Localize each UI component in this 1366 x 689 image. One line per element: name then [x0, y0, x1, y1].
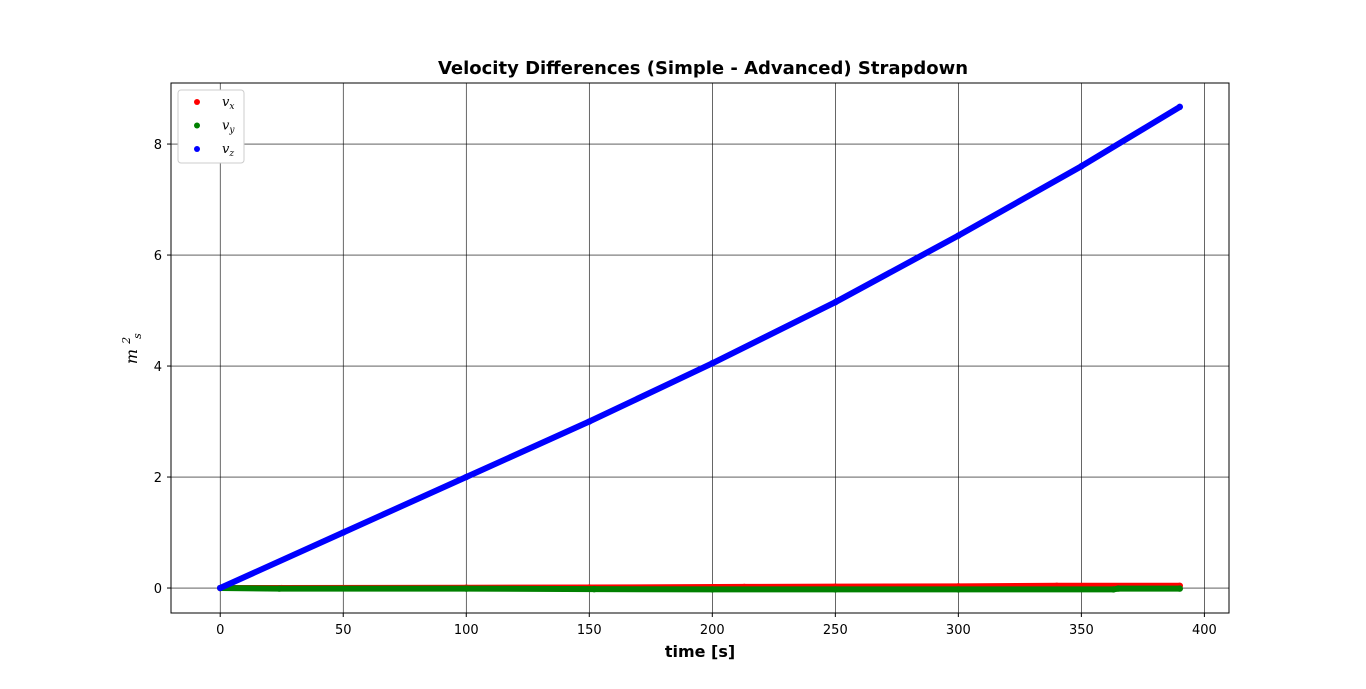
legend-label-2: vz	[222, 142, 234, 159]
x-tick-label: 200	[700, 623, 725, 638]
legend-label-0: vx	[222, 95, 234, 112]
series-1-point	[832, 586, 839, 593]
x-tick-label: 100	[454, 623, 479, 638]
series-1-point	[1176, 585, 1183, 592]
legend-label-sub: y	[228, 126, 235, 136]
series-line-1	[217, 585, 1183, 593]
legend-marker-0	[194, 99, 200, 105]
y-tick-label: 8	[154, 138, 162, 153]
x-tick-label: 50	[335, 623, 352, 638]
legend-label-base: v	[222, 95, 230, 110]
series-2-point	[955, 232, 962, 239]
series-1-point	[463, 585, 470, 592]
y-tick-label: 6	[154, 249, 162, 264]
series-1-point	[1110, 586, 1117, 593]
legend-marker-1	[194, 122, 200, 129]
series-2-point	[1078, 163, 1085, 170]
series-1-point	[709, 586, 716, 593]
legend-box	[177, 89, 245, 164]
x-tick-label: 300	[946, 623, 971, 638]
grid	[171, 83, 1229, 613]
series-1-point	[276, 585, 283, 592]
legend-label-sub: z	[228, 149, 234, 159]
series-2-point	[1176, 103, 1183, 111]
series-2-point	[340, 529, 347, 536]
y-axis-label-sup: 2	[120, 337, 133, 345]
series-line-2	[217, 103, 1183, 591]
x-axis: 0 50 100 150 200 250 300 350 400	[216, 613, 1217, 638]
series-1-point	[591, 585, 598, 593]
series-2-point	[463, 473, 470, 481]
x-tick-label: 0	[216, 623, 224, 638]
y-tick-label: 4	[154, 360, 162, 375]
x-axis-label: time [s]	[665, 642, 735, 661]
y-axis-label: m 2 s	[115, 332, 144, 364]
legend-label-sub: x	[229, 102, 234, 112]
x-tick-label: 250	[823, 623, 848, 638]
series-1-point	[955, 586, 962, 593]
svg-text:m 2 s: m 2 s	[115, 332, 144, 364]
y-axis-label-base: m	[122, 349, 141, 364]
plot-frame	[170, 82, 1230, 614]
y-axis-label-sub: s	[131, 333, 144, 339]
y-tick-label: 0	[154, 582, 162, 597]
y-tick-label: 2	[154, 471, 162, 486]
legend-marker-2	[194, 146, 200, 152]
series-2-point	[709, 360, 716, 367]
legend-label-base: v	[222, 142, 230, 157]
x-tick-label: 150	[577, 623, 602, 638]
x-tick-label: 400	[1192, 623, 1217, 638]
x-tick-label: 350	[1069, 623, 1094, 638]
series-2-point	[586, 418, 593, 425]
y-axis: 0 2 4 6 8	[154, 138, 171, 597]
series-1-point	[1115, 585, 1122, 592]
series-2-point	[832, 299, 839, 306]
chart-title: Velocity Differences (Simple - Advanced)…	[438, 58, 968, 79]
legend-label-1: vy	[222, 119, 235, 136]
series-2-point	[217, 584, 224, 592]
series-layer	[217, 103, 1183, 593]
legend-label-base: v	[222, 119, 230, 134]
